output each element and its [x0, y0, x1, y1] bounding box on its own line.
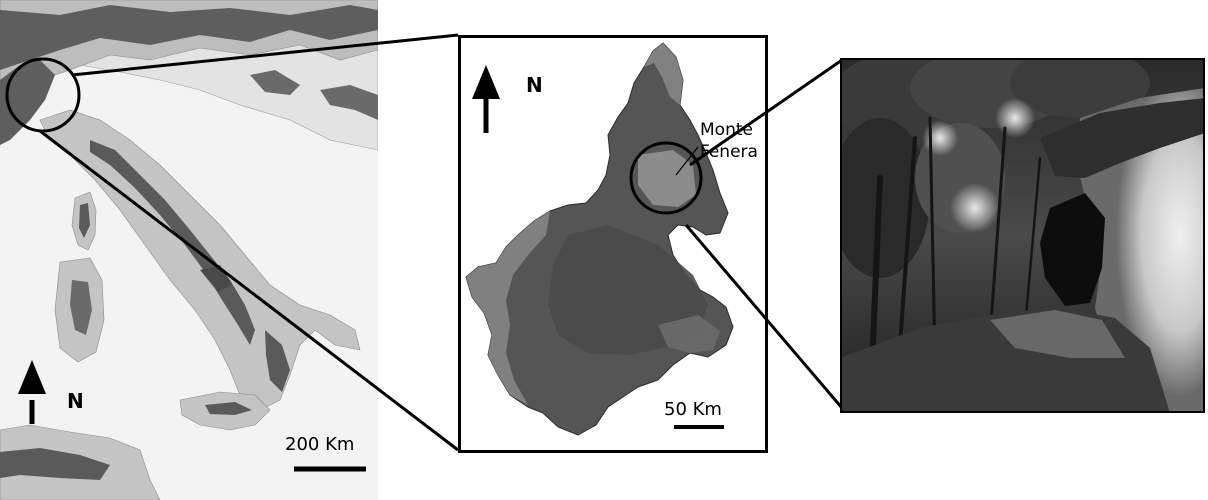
piedmont-map: Monte Fenera N 50 Km: [458, 35, 768, 453]
rock-overhang: [1040, 98, 1205, 178]
north-africa-mountains: [0, 448, 110, 480]
corsica-mountains: [79, 203, 90, 238]
western-alps-shading: [466, 211, 550, 405]
apennine-south: [265, 330, 290, 392]
lit-ground: [990, 310, 1125, 358]
north-label: N: [526, 73, 543, 97]
north-label: N: [67, 389, 84, 413]
cave-opening: [1040, 193, 1105, 306]
fenera-area-texture: [638, 150, 696, 207]
north-arrow-icon: [472, 65, 500, 133]
alps-ridge-east: [250, 70, 300, 95]
apennines: [90, 140, 255, 345]
alps-ridge-east-2: [320, 85, 378, 120]
cave-photograph: [840, 58, 1205, 413]
connector-line-bottom: [684, 224, 844, 409]
northern-alps-shading: [644, 43, 683, 105]
sardinia-mountains: [70, 280, 92, 335]
connector-line-top: [689, 58, 843, 167]
connector-line-bottom: [39, 129, 459, 452]
sicily-mountains: [205, 402, 252, 415]
scale-label: 50 Km: [664, 399, 722, 420]
scale-label: 200 Km: [285, 434, 354, 455]
italy-relief-map: N 200 Km: [0, 0, 378, 500]
site-label-line1: Monte: [700, 120, 753, 140]
fenera-pointer-line: [675, 146, 699, 176]
piedmont-locator-circle: [5, 57, 81, 133]
connector-line-top: [71, 33, 459, 77]
fenera-locator-circle: [629, 141, 703, 215]
photo-border: [840, 58, 1205, 413]
alps-mountains: [0, 5, 378, 70]
southern-hills: [658, 315, 720, 353]
north-arrow-icon: [18, 360, 46, 424]
alps-mountains-west: [0, 60, 55, 145]
